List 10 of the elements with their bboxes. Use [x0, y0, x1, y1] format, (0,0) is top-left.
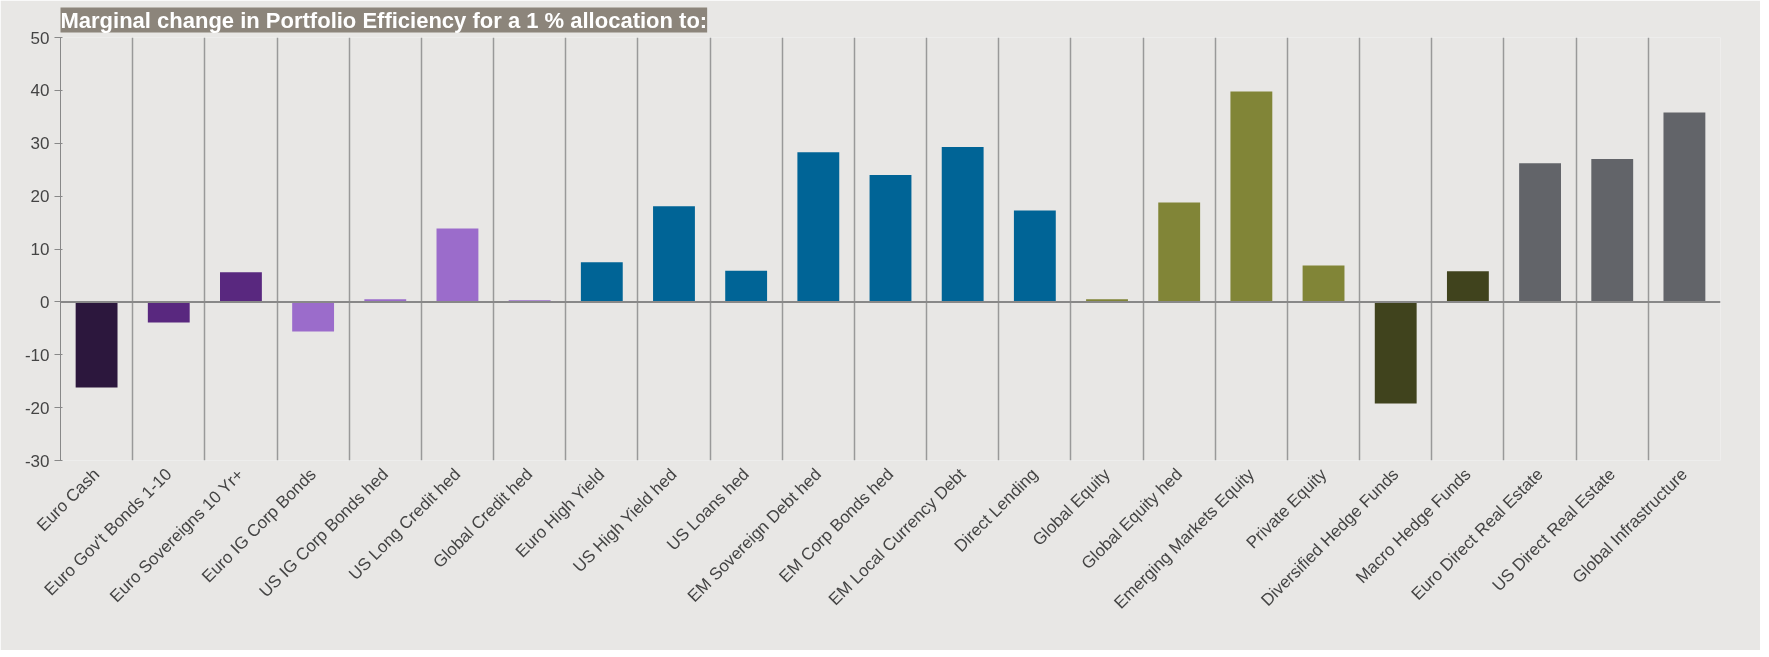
y-tick-label: 40	[30, 81, 50, 101]
y-tick-label: 30	[30, 134, 50, 154]
y-tick-label: -30	[24, 451, 50, 471]
y-tick-label: 20	[30, 187, 50, 207]
y-tick-label: 50	[30, 28, 50, 48]
y-tick-label: -20	[24, 398, 50, 418]
y-tick-label: -10	[24, 345, 50, 365]
y-tick-label: 10	[30, 240, 50, 259]
chart-title: Marginal change in Portfolio Efficiency for a 1 % allocation to:	[60, 7, 708, 33]
y-tick-label: 0	[40, 292, 50, 312]
